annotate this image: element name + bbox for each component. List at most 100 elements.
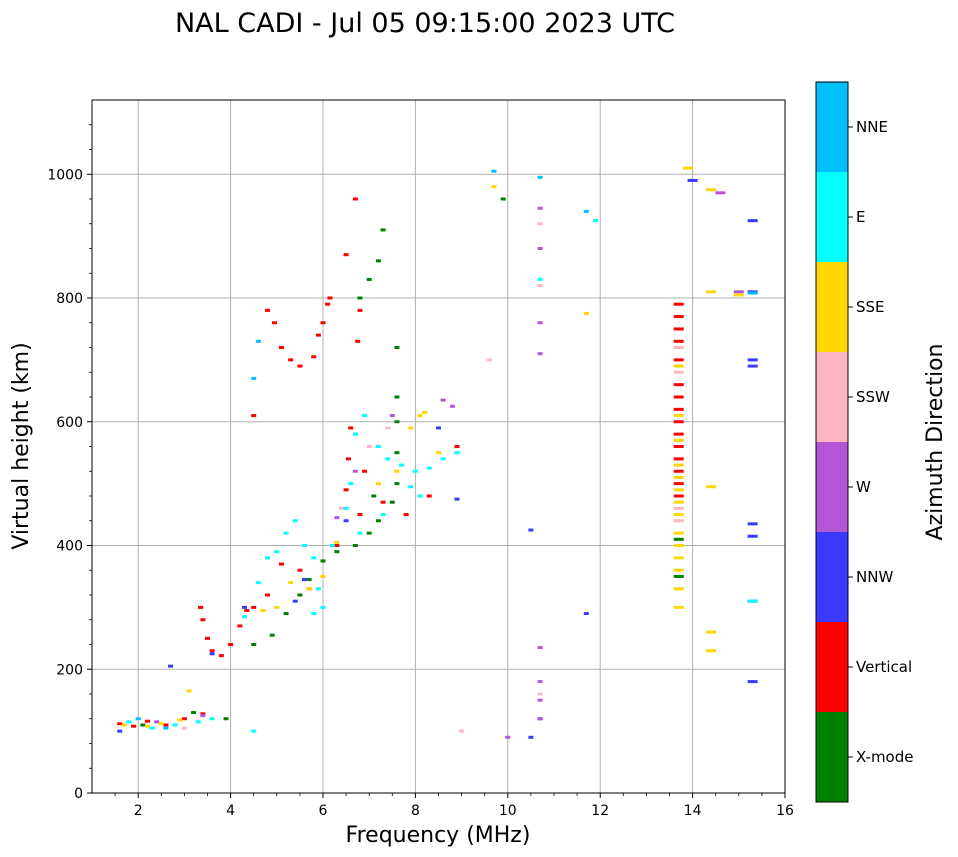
data-point-nnw [343,519,349,523]
data-point-vertical [327,296,333,300]
data-point-e [408,485,414,489]
data-point-vertical [673,395,684,399]
data-point-vertical [673,457,684,461]
data-point-sse [673,556,684,560]
data-point-ssw [385,426,391,430]
y-tick-label: 200 [56,662,83,678]
data-point-x-mode [380,228,386,232]
y-tick-label: 1000 [47,167,83,183]
data-point-vertical [348,426,354,430]
data-point-x-mode [394,482,400,486]
data-point-vertical [673,407,684,411]
data-point-sse [733,293,744,297]
x-tick-label: 6 [319,803,328,819]
data-point-nnw [117,729,123,733]
data-point-vertical [251,605,257,609]
data-point-e [747,599,758,603]
data-point-sse [288,581,294,585]
data-point-vertical [265,308,271,312]
data-point-sse [682,166,693,170]
data-point-sse [274,605,280,609]
data-point-vertical [673,432,684,436]
colorbar-label: NNW [856,568,893,586]
data-point-vertical [205,636,210,640]
data-point-nnw [747,680,758,684]
data-point-sse [186,689,192,693]
data-point-sse [673,605,684,609]
data-point-sse [706,485,717,489]
data-point-nnw [747,522,758,526]
data-point-x-mode [251,643,257,646]
colorbar-label: W [856,478,871,496]
data-point-x-mode [371,494,377,498]
data-point-w [389,414,395,418]
data-point-e [292,519,298,523]
data-point-x-mode [191,711,197,715]
x-axis-label: Frequency (MHz) [346,823,531,848]
data-point-x-mode [366,531,372,535]
data-point-sse [673,438,684,442]
colorbar-segment [816,352,848,442]
data-point-e [375,445,381,448]
data-point-ssw [673,370,684,374]
data-point-x-mode [283,612,289,616]
data-point-nne [251,376,257,380]
data-point-x-mode [269,633,275,637]
x-tick-label: 12 [591,803,609,819]
colorbar: X-mode Vertical NNW W SSW SSE E NNE [815,81,913,803]
data-point-nnw [747,219,758,223]
y-tick-label: 800 [56,291,83,307]
data-point-nnw [747,358,758,362]
data-point-e [343,506,349,510]
data-point-vertical [673,420,684,424]
data-point-e [315,587,321,591]
data-point-ssw [673,519,684,523]
data-point-sse [260,608,266,612]
data-point-nnw [528,528,534,532]
data-point-e [385,457,391,461]
data-point-x-mode [357,296,363,300]
colorbar-segment [816,172,848,262]
data-point-sse [673,500,684,504]
colorbar-label: SSE [856,298,885,316]
data-point-w [449,404,455,408]
colorbar-label: E [856,208,865,226]
axis-ticks: 2 4 6 8 10 12 14 16 0 200 400 600 800 1000 [47,124,794,819]
data-point-vertical [209,649,215,653]
data-point-e [274,550,280,554]
data-point-e [412,469,418,473]
data-point-vertical [673,358,684,362]
data-point-ssw [459,729,465,733]
data-point-ssw [537,222,543,226]
colorbar-segment [816,262,848,352]
data-point-sse [158,722,164,726]
data-point-vertical [297,568,303,572]
x-tick-label: 16 [776,803,794,819]
data-point-ssw [181,726,187,730]
data-point-e [380,513,386,517]
data-point-w [440,398,446,402]
data-point-w [537,646,543,650]
data-point-nne [255,339,261,343]
data-point-sse [706,649,717,653]
colorbar-segment [816,532,848,622]
data-point-e [311,612,317,616]
data-point-sse [673,488,684,492]
data-point-vertical [228,643,234,646]
x-tick-label: 14 [684,803,702,819]
data-point-x-mode [306,578,312,582]
data-point-x-mode [375,519,381,523]
data-point-e [417,494,423,498]
data-point-e [348,482,354,486]
data-point-sse [491,185,497,189]
data-point-vertical [343,253,349,257]
data-point-vertical [288,358,294,362]
data-point-vertical [198,605,204,609]
data-point-nnw [528,735,534,739]
data-point-nne [537,175,543,179]
data-point-vertical [325,302,331,306]
data-point-w [200,714,206,718]
data-point-sse [583,311,589,315]
colorbar-segment [816,712,848,802]
